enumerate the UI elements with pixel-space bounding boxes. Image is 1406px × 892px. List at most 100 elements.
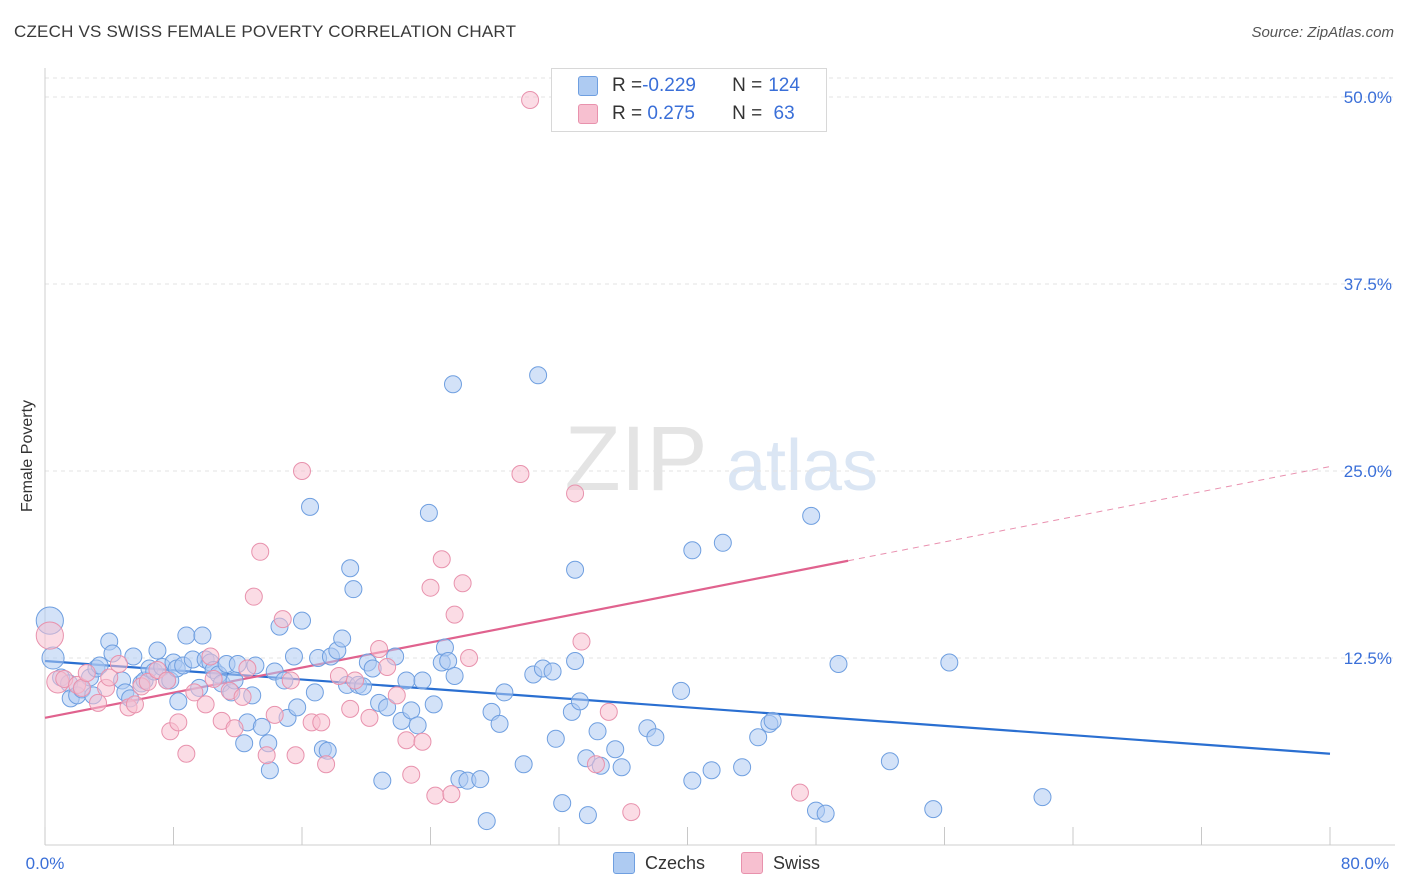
legend-r-label: R = <box>612 75 643 96</box>
czechs-point <box>880 752 899 771</box>
czechs-point <box>495 683 514 702</box>
legend-r-value: -0.229 <box>642 75 696 96</box>
swiss-point <box>72 678 91 697</box>
source-label: Source: ZipAtlas.com <box>1251 24 1394 41</box>
watermark-atlas: atlas <box>726 426 878 506</box>
czechs-point <box>439 651 458 670</box>
series-legend: Czechs Swiss <box>0 852 1406 878</box>
swiss-point <box>185 683 204 702</box>
y-tick-label: 37.5% <box>1344 275 1392 294</box>
czechs-point <box>646 728 665 747</box>
swiss-point <box>273 610 292 629</box>
czechs-point <box>288 698 307 717</box>
legend-item-swiss[interactable]: Swiss <box>741 852 820 874</box>
swiss-point <box>169 713 188 732</box>
swiss-point <box>158 671 177 690</box>
swiss-point <box>251 542 270 561</box>
swiss-point <box>445 605 464 624</box>
swiss-point <box>138 672 157 691</box>
czechs-point <box>293 611 311 630</box>
czechs-legend-swatch <box>613 852 635 874</box>
swiss-point <box>265 705 284 724</box>
czechs-point <box>124 647 143 666</box>
czechs-point <box>606 740 625 759</box>
czechs-point <box>546 729 565 748</box>
swiss-point <box>244 587 263 606</box>
czechs-point <box>41 646 65 670</box>
czechs-point <box>477 812 496 831</box>
czechs-point <box>333 629 352 648</box>
czechs-point <box>193 626 212 645</box>
czechs-point <box>683 541 702 560</box>
czechs-point <box>733 758 752 777</box>
watermark-zip: ZIP <box>564 408 707 510</box>
watermark: ZIP atlas <box>564 408 878 510</box>
swiss-point <box>77 663 96 682</box>
swiss-point <box>432 550 451 569</box>
y-tick-label: 25.0% <box>1344 462 1392 481</box>
czechs-point <box>570 692 589 711</box>
czechs-point <box>344 580 363 599</box>
czechs-point <box>588 722 607 741</box>
swiss-point <box>413 732 432 751</box>
swiss-point <box>286 746 305 765</box>
swiss-point <box>329 666 348 685</box>
czechs-point <box>816 804 835 823</box>
czechs-point <box>424 695 443 714</box>
swiss-point <box>566 484 585 503</box>
swiss-point <box>35 621 64 650</box>
swiss-point <box>442 785 461 804</box>
czechs-point <box>419 503 438 522</box>
swiss-point <box>89 693 108 712</box>
swiss-point <box>225 719 244 738</box>
czechs-point <box>443 375 462 394</box>
czechs-point <box>148 641 167 660</box>
legend-row-czechs: R = -0.229 N = 124 <box>578 73 800 99</box>
swiss-point <box>370 640 389 659</box>
czechs-point <box>543 662 562 681</box>
swiss-point <box>196 695 215 714</box>
czechs-point <box>802 506 821 525</box>
x-tick-label: 80.0% <box>1341 854 1389 873</box>
czechs-point <box>235 734 254 753</box>
czechs-point <box>373 771 392 790</box>
swiss-point <box>402 765 421 784</box>
legend-item-czechs[interactable]: Czechs <box>613 852 705 874</box>
swiss-point <box>622 803 641 822</box>
swiss-legend-swatch <box>741 852 763 874</box>
y-tick-label: 12.5% <box>1344 649 1392 668</box>
swiss-point <box>599 702 618 721</box>
czechs-point <box>341 559 360 578</box>
czechs-point <box>566 651 585 670</box>
legend-n-label: N = <box>732 75 763 96</box>
swiss-point <box>109 654 128 673</box>
czechs-legend-label: Czechs <box>645 852 706 873</box>
czechs-point <box>252 717 271 736</box>
czechs-point <box>177 626 196 645</box>
czechs-point <box>829 654 848 673</box>
czechs-point <box>612 758 631 777</box>
swiss-point <box>346 671 365 690</box>
correlation-legend: R = -0.229 N = 124 R = 0.275 N = 63 <box>551 68 827 132</box>
swiss-point <box>317 755 336 774</box>
swiss-point <box>233 687 252 706</box>
swiss-point <box>397 731 416 750</box>
swiss-point <box>177 744 196 763</box>
swiss-point <box>572 632 591 651</box>
y-tick-label: 50.0% <box>1344 88 1392 107</box>
swiss-point <box>426 786 445 805</box>
swiss-legend-label: Swiss <box>773 852 821 873</box>
swiss-point <box>460 649 479 667</box>
swiss-point <box>586 755 605 774</box>
czechs-point <box>169 692 188 711</box>
czechs-point <box>566 560 585 579</box>
czechs-point <box>578 806 597 825</box>
czechs-point <box>940 653 959 672</box>
swiss-point <box>790 783 809 802</box>
swiss-point <box>201 647 220 666</box>
czechs-point <box>378 698 397 717</box>
czechs-point <box>683 771 702 790</box>
legend-n-value: 124 <box>768 75 800 96</box>
czechs-point <box>471 770 490 789</box>
swiss-point <box>125 695 144 714</box>
